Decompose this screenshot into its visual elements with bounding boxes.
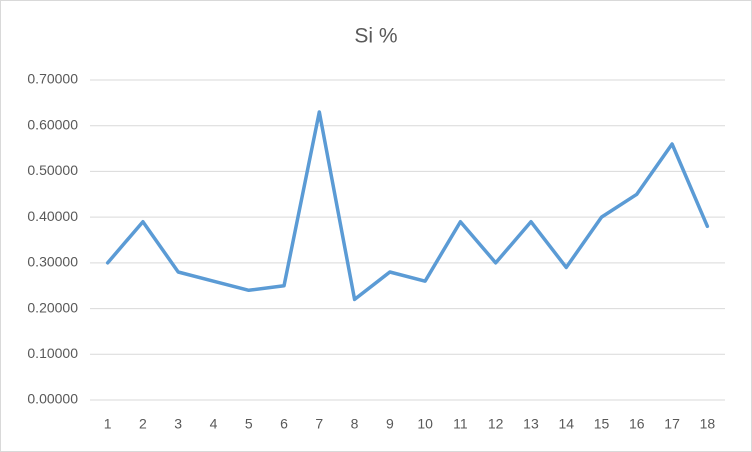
chart-title: Si %: [354, 25, 397, 48]
x-tick-label: 13: [523, 416, 539, 432]
y-tick-label: 0.00000: [27, 391, 78, 407]
x-tick-label: 16: [629, 416, 645, 432]
x-tick-label: 15: [594, 416, 610, 432]
y-tick-label: 0.70000: [27, 71, 78, 87]
data-line: [105, 110, 710, 302]
x-tick-label: 5: [245, 416, 253, 432]
x-tick-label: 14: [558, 416, 574, 432]
x-tick-label: 1: [104, 416, 112, 432]
y-tick-label: 0.40000: [27, 208, 78, 224]
x-tick-label: 11: [453, 416, 468, 432]
x-tick-label: 4: [210, 416, 218, 432]
y-tick-label: 0.50000: [27, 162, 78, 178]
x-tick-label: 2: [139, 416, 147, 432]
y-tick-label: 0.60000: [27, 116, 78, 132]
y-tick-label: 0.10000: [27, 345, 78, 361]
x-tick-label: 12: [488, 416, 504, 432]
y-tick-label: 0.30000: [27, 254, 78, 270]
x-tick-label: 10: [417, 416, 433, 432]
x-tick-label: 18: [700, 416, 716, 432]
x-tick-label: 6: [280, 416, 288, 432]
x-tick-label: 9: [386, 416, 394, 432]
x-tick-label: 7: [315, 416, 323, 432]
y-tick-label: 0.20000: [27, 299, 78, 315]
x-tick-label: 8: [351, 416, 359, 432]
x-tick-label: 3: [174, 416, 182, 432]
x-tick-label: 17: [664, 416, 680, 432]
